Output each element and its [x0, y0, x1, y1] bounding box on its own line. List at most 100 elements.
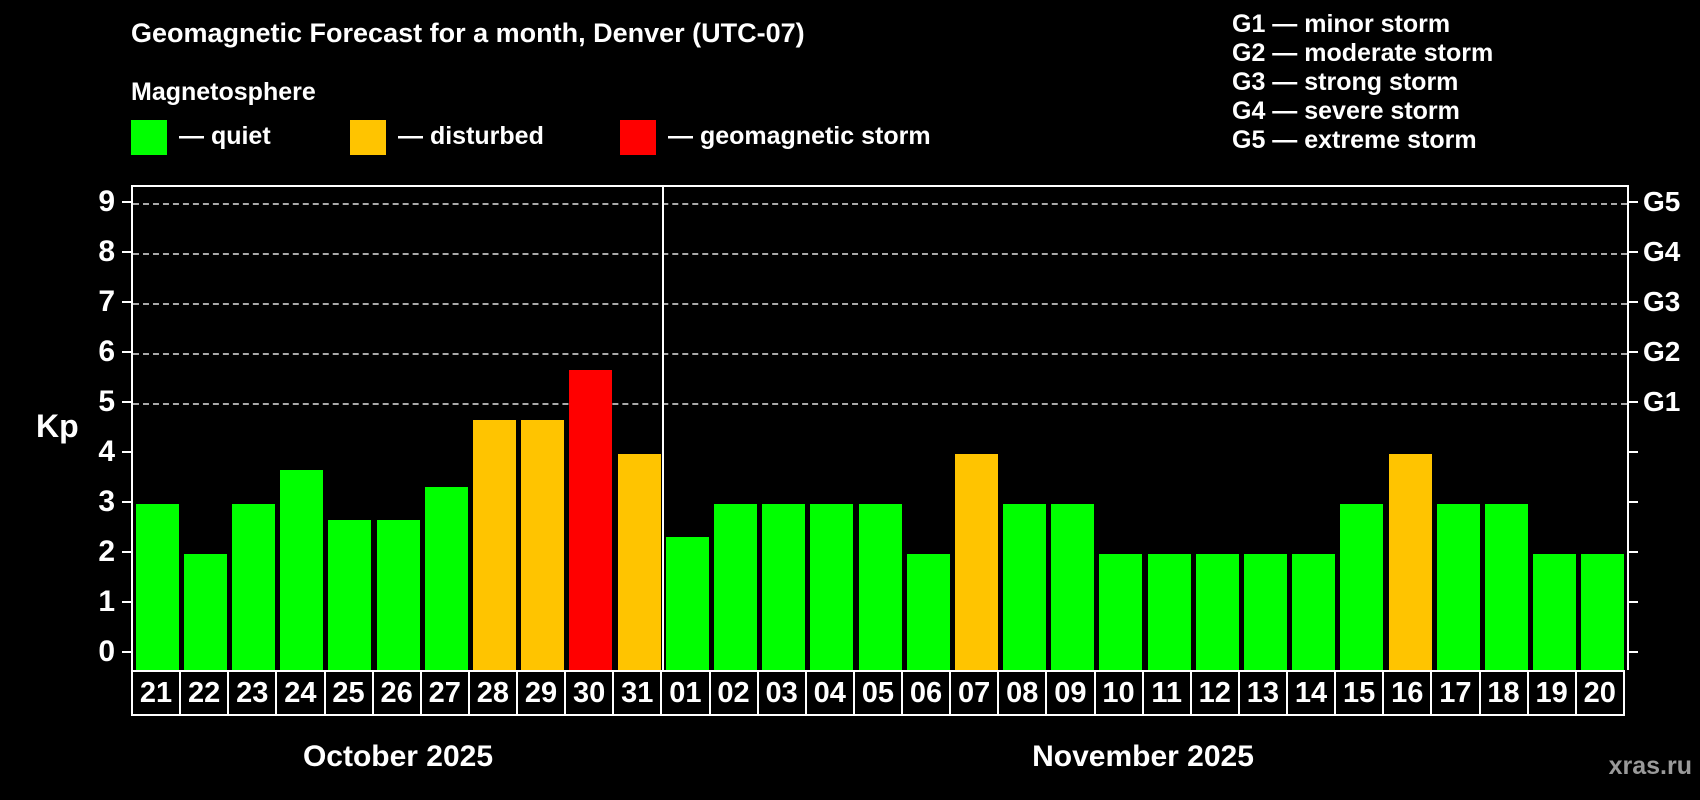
kp-bar-day-19 — [1533, 553, 1577, 670]
y-axis-label: Kp — [36, 408, 79, 444]
y-axis-tick-label-3: 3 — [98, 484, 115, 518]
month-label-october: October 2025 — [302, 740, 494, 773]
day-label-24: 24 — [275, 672, 323, 714]
y-axis-tick-label-8: 8 — [98, 234, 115, 268]
kp-bar-day-26 — [376, 520, 420, 670]
kp-bar-day-05 — [858, 503, 902, 670]
kp-bar-day-21 — [135, 503, 179, 670]
kp-bar-day-04 — [810, 503, 854, 670]
kp-bar-day-02 — [713, 503, 757, 670]
gridline-kp6 — [133, 352, 1627, 355]
g1-legend-line: G1 — minor storm — [1232, 10, 1451, 38]
day-label-25: 25 — [323, 672, 372, 714]
g-axis-label-g3: G3 — [1643, 285, 1681, 317]
y-axis-tick-left-6 — [122, 350, 131, 353]
legend-label-disturbed: — disturbed — [398, 122, 544, 150]
day-label-02: 02 — [708, 672, 757, 714]
day-label-16: 16 — [1382, 672, 1430, 714]
y-axis-tick-label-0: 0 — [98, 634, 115, 668]
gridline-kp5 — [133, 402, 1627, 405]
kp-bar-day-28 — [472, 420, 516, 670]
g-axis-label-g1: G1 — [1643, 385, 1681, 417]
g-axis-label-g4: G4 — [1643, 235, 1681, 267]
g-axis-label-g5: G5 — [1643, 185, 1681, 217]
kp-bar-day-11 — [1147, 553, 1191, 670]
kp-bar-day-20 — [1581, 553, 1625, 670]
day-label-09: 09 — [1045, 672, 1093, 714]
quiet-color-swatch — [131, 120, 167, 155]
kp-bar-day-17 — [1436, 503, 1480, 670]
day-label-30: 30 — [564, 672, 612, 714]
month-separator — [662, 187, 665, 670]
disturbed-color-swatch — [350, 120, 386, 155]
y-axis-tick-left-9 — [122, 200, 131, 203]
kp-bar-day-03 — [762, 503, 806, 670]
kp-bar-day-13 — [1244, 553, 1288, 670]
day-axis: 21 22 23 24 25 26 27 28 29 30 31 01 02 03 04 05 06 07 08 09… — [131, 670, 1625, 716]
y-axis-tick-left-2 — [122, 550, 131, 553]
day-label-19: 19 — [1526, 672, 1575, 714]
kp-bar-day-23 — [231, 503, 275, 670]
status-legend: — quiet — disturbed — geomagnetic storm — [0, 119, 1100, 157]
day-label-22: 22 — [179, 672, 227, 714]
day-label-05: 05 — [852, 672, 901, 714]
y-axis-tick-label-1: 1 — [98, 584, 115, 618]
kp-bar-day-08 — [1003, 503, 1047, 670]
day-label-26: 26 — [371, 672, 420, 714]
y-axis-tick-right-3 — [1629, 500, 1638, 503]
kp-bar-day-29 — [521, 420, 565, 670]
day-label-07: 07 — [949, 672, 997, 714]
kp-bar-day-16 — [1388, 453, 1432, 670]
y-axis-tick-right-4 — [1629, 450, 1638, 453]
kp-bar-day-22 — [183, 553, 227, 670]
kp-bar-day-24 — [280, 470, 324, 670]
day-label-20: 20 — [1574, 672, 1623, 714]
y-axis-tick-left-5 — [122, 400, 131, 403]
day-label-01: 01 — [660, 672, 708, 714]
g4-legend-line: G4 — severe storm — [1232, 97, 1460, 125]
legend-label-storm: — geomagnetic storm — [668, 122, 931, 150]
day-label-27: 27 — [419, 672, 468, 714]
y-axis-tick-label-6: 6 — [98, 334, 115, 368]
kp-bar-day-07 — [954, 453, 998, 670]
y-axis-tick-right-9 — [1629, 200, 1638, 203]
y-axis-tick-label-9: 9 — [98, 184, 115, 218]
g-scale-legend: G1 — minor storm G2 — moderate storm G3 … — [1232, 10, 1493, 155]
day-label-13: 13 — [1237, 672, 1286, 714]
y-axis-tick-label-4: 4 — [98, 434, 115, 468]
kp-bar-day-18 — [1485, 503, 1529, 670]
day-label-15: 15 — [1334, 672, 1382, 714]
y-axis-tick-left-4 — [122, 450, 131, 453]
day-label-04: 04 — [804, 672, 853, 714]
day-label-12: 12 — [1189, 672, 1238, 714]
g2-legend-line: G2 — moderate storm — [1232, 39, 1494, 67]
magnetosphere-subtitle: Magnetosphere — [131, 78, 316, 106]
y-axis-tick-left-7 — [122, 300, 131, 303]
kp-bar-day-27 — [424, 487, 468, 670]
gridline-kp8 — [133, 252, 1627, 255]
kp-bar-day-09 — [1051, 503, 1095, 670]
plot-area — [131, 185, 1629, 670]
kp-bar-day-25 — [328, 520, 372, 670]
y-axis-tick-right-2 — [1629, 550, 1638, 553]
gridline-kp7 — [133, 302, 1627, 305]
gridline-kp9 — [133, 202, 1627, 205]
kp-bar-day-12 — [1195, 553, 1239, 670]
y-axis-tick-left-3 — [122, 500, 131, 503]
day-label-06: 06 — [901, 672, 949, 714]
kp-bar-day-14 — [1292, 553, 1336, 670]
y-axis-tick-right-8 — [1629, 250, 1638, 253]
kp-bar-day-30 — [569, 370, 613, 670]
month-label-november: November 2025 — [1032, 740, 1254, 773]
day-label-29: 29 — [516, 672, 564, 714]
day-label-28: 28 — [467, 672, 516, 714]
day-label-17: 17 — [1430, 672, 1478, 714]
y-axis-tick-left-1 — [122, 600, 131, 603]
kp-bar-day-31 — [617, 453, 661, 670]
y-axis-tick-label-5: 5 — [98, 384, 115, 418]
page-title: Geomagnetic Forecast for a month, Denver… — [131, 18, 805, 48]
day-label-18: 18 — [1478, 672, 1527, 714]
day-label-14: 14 — [1286, 672, 1334, 714]
y-axis-tick-right-1 — [1629, 600, 1638, 603]
